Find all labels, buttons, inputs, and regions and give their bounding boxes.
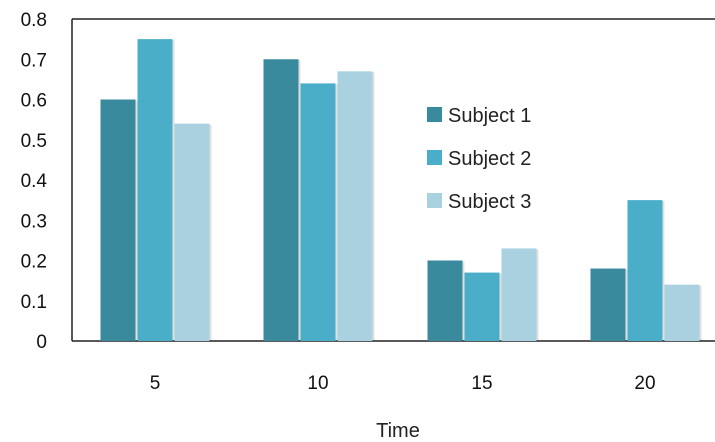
- bar-10-subject-1: [263, 59, 299, 341]
- legend-label-1: Subject 1: [448, 105, 531, 127]
- x-axis-ticks: 5 10 15 20: [150, 373, 656, 394]
- bar-20-subject-3: [664, 284, 700, 341]
- y-tick-label-0: 0: [36, 332, 47, 353]
- legend-swatch-3: [427, 193, 442, 208]
- bar-5-subject-2: [137, 39, 173, 341]
- x-tick-label-1: 10: [307, 373, 328, 394]
- x-tick-label-3: 20: [634, 373, 655, 394]
- bar-20-subject-2: [627, 200, 663, 341]
- bar-15-subject-1: [427, 260, 463, 341]
- y-tick-label-1: 0.1: [21, 292, 47, 313]
- bar-5-subject-3: [174, 123, 210, 342]
- x-axis-title: Time: [376, 420, 420, 442]
- y-tick-label-2: 0.2: [21, 252, 47, 273]
- bar-15-subject-2: [464, 272, 500, 341]
- bar-5-subject-1: [100, 99, 136, 341]
- y-axis-ticks: 0 0.1 0.2 0.3 0.4 0.5 0.6 0.7 0.8: [21, 10, 48, 353]
- y-tick-label-8: 0.8: [21, 10, 47, 31]
- y-tick-label-5: 0.5: [21, 131, 47, 152]
- y-tick-label-7: 0.7: [21, 50, 47, 71]
- y-tick-label-6: 0.6: [21, 91, 47, 112]
- x-tick-label-0: 5: [150, 373, 161, 394]
- y-tick-label-4: 0.4: [21, 171, 48, 192]
- legend-label-2: Subject 2: [448, 148, 531, 170]
- bar-15-subject-3: [501, 248, 537, 341]
- y-tick-label-3: 0.3: [21, 211, 47, 232]
- legend-swatch-2: [427, 150, 442, 165]
- x-tick-label-2: 15: [471, 373, 492, 394]
- bar-10-subject-2: [300, 83, 336, 342]
- bar-20-subject-1: [590, 268, 626, 341]
- bar-10-subject-3: [337, 71, 373, 341]
- legend-swatch-1: [427, 107, 442, 122]
- legend: Subject 1 Subject 2 Subject 3: [427, 105, 531, 213]
- legend-label-3: Subject 3: [448, 191, 531, 213]
- bars-group: [100, 39, 702, 342]
